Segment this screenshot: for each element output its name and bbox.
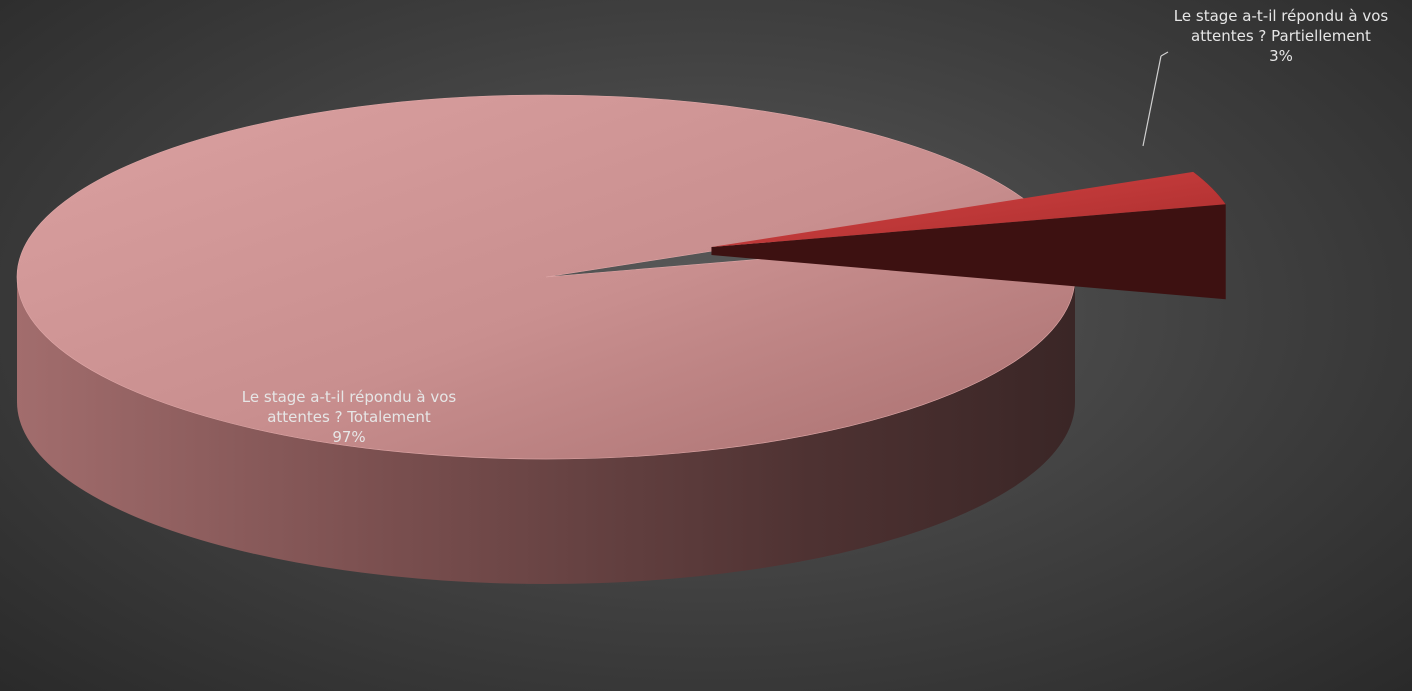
- leader-line: [1143, 56, 1161, 146]
- data-label-line: attentes ? Partiellement: [1150, 26, 1412, 46]
- data-label-percent: 97%: [214, 427, 484, 447]
- data-label-percent: 3%: [1150, 46, 1412, 66]
- pie-slice-totalement: [17, 95, 1075, 459]
- data-label-totalement: Le stage a-t-il répondu à vos attentes ?…: [214, 387, 484, 447]
- data-label-line: Le stage a-t-il répondu à vos: [1150, 6, 1412, 26]
- data-label-line: attentes ? Totalement: [214, 407, 484, 427]
- data-label-line: Le stage a-t-il répondu à vos: [214, 387, 484, 407]
- data-label-partiellement: Le stage a-t-il répondu à vos attentes ?…: [1150, 6, 1412, 66]
